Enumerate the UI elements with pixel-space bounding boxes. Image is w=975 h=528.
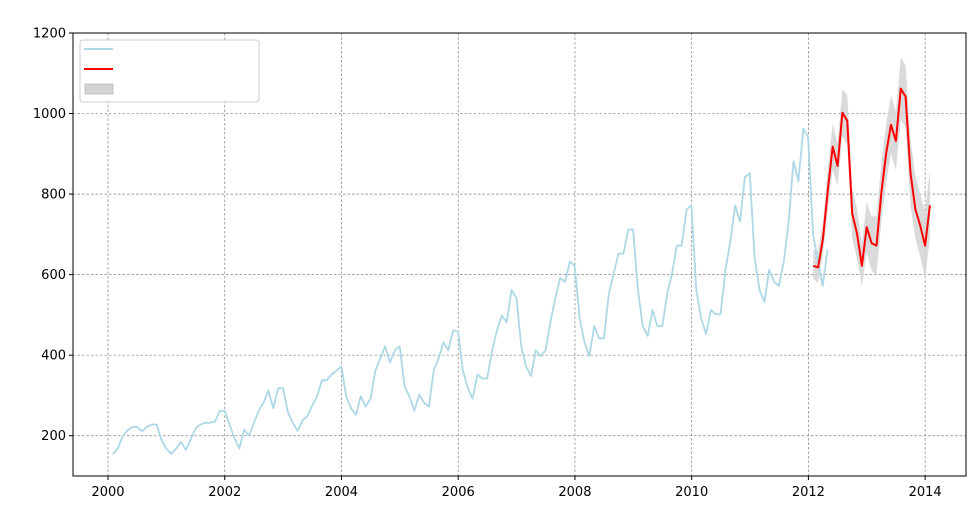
x-tick-label: 2006: [442, 485, 475, 500]
x-tick-label: 2002: [208, 485, 241, 500]
plot-area-frame: [72, 32, 967, 477]
legend-interval-swatch: [84, 83, 114, 95]
y-tick-label: 1000: [33, 107, 66, 122]
x-tick-label: 2004: [325, 485, 358, 500]
x-tick-label: 2014: [909, 485, 942, 500]
x-tick-label: 2010: [675, 485, 708, 500]
axis-ticks: 2000 2002 2004 2006 2008 2010 2012 2014 200 400 60…: [33, 27, 942, 501]
y-tick-label: 600: [41, 268, 66, 283]
y-tick-label: 200: [41, 429, 66, 444]
x-tick-label: 2000: [91, 485, 124, 500]
series-lines: [112, 87, 931, 455]
x-tick-label: 2008: [558, 485, 591, 500]
y-tick-label: 800: [41, 188, 66, 203]
y-tick-label: 400: [41, 349, 66, 364]
legend-box: [79, 39, 260, 103]
forecast-series-line: [812, 87, 931, 269]
historical-series-line: [112, 127, 829, 455]
legend: [79, 39, 260, 103]
y-tick-label: 1200: [33, 27, 66, 42]
x-tick-label: 2012: [792, 485, 825, 500]
